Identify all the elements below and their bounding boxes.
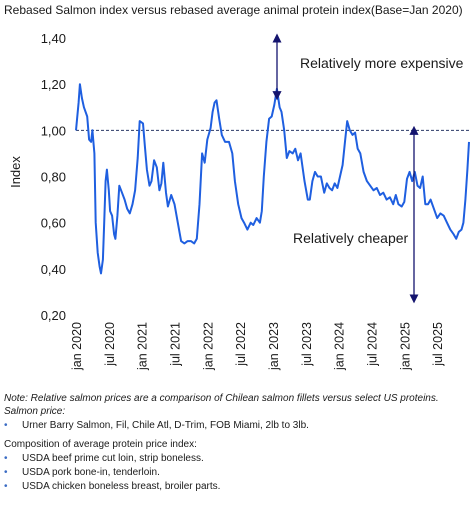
- x-tick-label: jan 2022: [201, 322, 215, 371]
- x-tick-label: jul 2025: [431, 322, 445, 367]
- y-tick-label: 0,80: [41, 170, 66, 185]
- y-tick-label: 0,60: [41, 216, 66, 231]
- series-group: [75, 83, 470, 275]
- protein-index-list: • USDA beef prime cut loin, strip boneles…: [4, 452, 472, 493]
- annotation-label: Relatively more expensive: [300, 55, 464, 71]
- x-tick-labels: jan 2020 jul 2020 jan 2021 jul 2021 jan 2022…: [70, 322, 445, 371]
- x-tick-label: jan 2021: [136, 322, 150, 371]
- x-tick-label: jan 2024: [333, 322, 347, 371]
- list-item: • USDA pork bone-in, tenderloin.: [4, 467, 160, 478]
- x-tick-label: jan 2020: [70, 322, 84, 371]
- list-item: • USDA beef prime cut loin, strip boneles…: [4, 453, 204, 464]
- annotations-group: Relatively more expensive Relatively chea…: [272, 33, 464, 304]
- y-tick-labels: 0,20 0,40 0,60 0,80 1,00 1,20 1,40: [41, 31, 66, 323]
- series-line: [75, 83, 470, 275]
- x-tick-label: jan 2023: [267, 322, 281, 371]
- y-tick-label: 1,00: [41, 123, 66, 138]
- annotation-label: Relatively cheaper: [293, 230, 409, 246]
- x-tick-label: jul 2021: [169, 322, 183, 367]
- note-text: Note: Relative salmon prices are a compa…: [4, 393, 439, 404]
- list-item: • Urner Barry Salmon, Fil, Chile Atl, D-T…: [4, 420, 309, 431]
- protein-index-heading: Composition of average protein price ind…: [4, 439, 197, 450]
- x-tick-label: jul 2022: [234, 322, 248, 367]
- list-item: • USDA chicken boneless breast, broiler p…: [4, 481, 221, 492]
- y-tick-label: 1,20: [41, 77, 66, 92]
- salmon-price-heading: Salmon price:: [4, 406, 66, 417]
- chart-title: Rebased Salmon index versus rebased aver…: [4, 3, 463, 17]
- y-tick-label: 0,20: [41, 308, 66, 323]
- bullet-icon: •: [4, 467, 8, 478]
- x-tick-label: jan 2025: [398, 322, 412, 371]
- x-tick-label: jul 2024: [366, 322, 380, 367]
- x-tick-label: jul 2020: [103, 322, 117, 367]
- salmon-price-list: • Urner Barry Salmon, Fil, Chile Atl, D-T…: [4, 419, 472, 432]
- line-chart: 0,20 0,40 0,60 0,80 1,00 1,20 1,40 jan 2020 jul…: [8, 31, 470, 371]
- bullet-icon: •: [4, 420, 8, 431]
- x-tick-label: jul 2023: [300, 322, 314, 367]
- y-axis-label: Index: [8, 156, 23, 188]
- bullet-icon: •: [4, 453, 8, 464]
- chart-footnotes: Note: Relative salmon prices are a compa…: [4, 392, 472, 493]
- y-tick-label: 0,40: [41, 262, 66, 277]
- y-tick-label: 1,40: [41, 31, 66, 46]
- bullet-icon: •: [4, 481, 8, 492]
